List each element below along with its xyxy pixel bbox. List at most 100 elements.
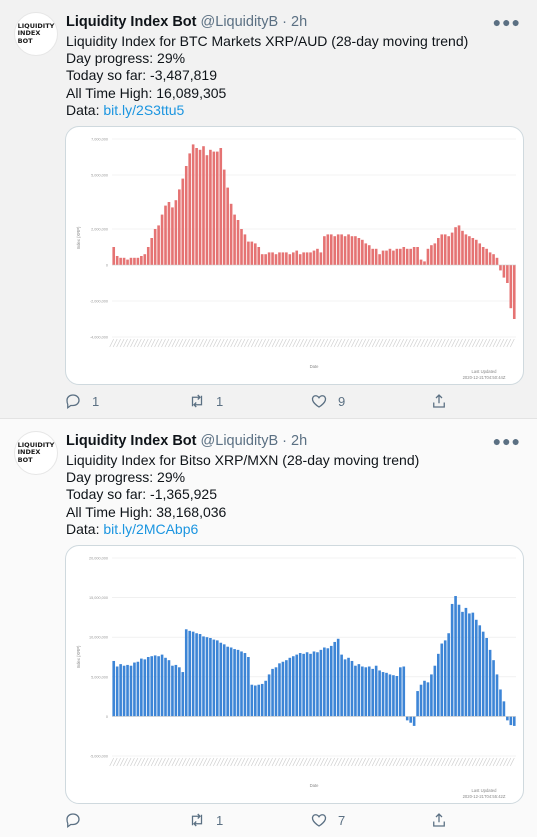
chart-bar	[153, 229, 157, 265]
chart-bar	[464, 234, 468, 265]
chart-bar	[433, 665, 437, 717]
chart-bar	[243, 234, 247, 265]
chart-bar	[381, 672, 385, 717]
chart-bar	[319, 649, 323, 717]
x-tick-label	[285, 757, 291, 767]
timestamp[interactable]: 2h	[291, 14, 308, 30]
last-updated-timestamp: 2020-12-21T04:50:44Z	[463, 375, 506, 380]
chart-bar	[367, 666, 371, 717]
share-button[interactable]	[430, 392, 448, 410]
x-tick-label	[188, 757, 194, 767]
reply-button[interactable]: 1	[64, 392, 99, 410]
chart-bar	[305, 252, 309, 265]
data-link[interactable]: bit.ly/2S3ttu5	[103, 101, 185, 118]
chart-bar	[492, 660, 495, 717]
chart-bar	[247, 657, 250, 717]
y-tick-label: 10,000,000	[89, 636, 108, 640]
chart-bar	[333, 641, 337, 717]
chart-bar	[309, 252, 312, 265]
x-tick-label	[385, 757, 391, 767]
retweet-icon	[191, 813, 203, 827]
retweet-button[interactable]: 1	[188, 392, 223, 410]
x-tick-label	[430, 338, 436, 348]
chart-bar	[364, 667, 368, 717]
chart-bar	[378, 254, 381, 265]
x-tick-label	[320, 338, 325, 348]
x-tick-label	[168, 338, 173, 348]
retweet-icon	[191, 394, 203, 408]
x-tick-label	[244, 338, 249, 348]
x-tick-label	[206, 338, 211, 348]
x-tick-label	[503, 757, 508, 767]
x-tick-label	[333, 338, 339, 348]
chart-bar	[174, 664, 178, 717]
x-tick-label	[282, 338, 287, 348]
chart-bar	[257, 684, 261, 717]
retweet-button[interactable]: 1	[188, 811, 223, 829]
author-name[interactable]: Liquidity Index Bot	[66, 433, 197, 449]
x-tick-label	[368, 338, 374, 348]
x-tick-label	[199, 757, 204, 767]
chart-bar	[298, 653, 302, 717]
chart-bar	[478, 625, 482, 717]
x-tick-label	[471, 338, 477, 348]
x-tick-label	[254, 757, 260, 767]
chart-bar	[430, 674, 433, 717]
x-tick-label	[185, 757, 191, 767]
x-tick-label	[423, 757, 429, 767]
chart-bar	[399, 248, 402, 265]
x-tick-label	[413, 757, 418, 767]
chart-bar	[291, 656, 295, 717]
avatar[interactable]: LIQUIDITY INDEX BOT	[14, 431, 58, 475]
chart-bar	[374, 248, 378, 265]
x-tick-label	[164, 338, 170, 348]
chart-bar	[468, 236, 471, 265]
chart-bar	[443, 234, 447, 265]
reply-button[interactable]	[64, 811, 92, 829]
chart-bar	[112, 660, 116, 717]
more-options-icon[interactable]: ●●●	[492, 433, 521, 449]
x-tick-label	[399, 757, 405, 767]
chart-bar	[157, 656, 160, 717]
x-tick-label	[295, 338, 301, 348]
x-tick-label	[471, 757, 477, 767]
chart-bar	[247, 241, 250, 265]
x-tick-label	[150, 338, 156, 348]
x-tick-label	[420, 338, 425, 348]
x-tick-label	[509, 757, 515, 767]
x-tick-label	[440, 338, 446, 348]
chart-bar	[502, 701, 506, 717]
tweet-text: Liquidity Index for BTC Markets XRP/AUD …	[66, 33, 468, 119]
data-link[interactable]: bit.ly/2MCAbp6	[103, 520, 199, 537]
chart-bar	[495, 674, 499, 717]
x-tick-label	[202, 757, 208, 767]
chart-bar	[302, 252, 305, 265]
x-tick-label	[240, 757, 246, 767]
timestamp[interactable]: 2h	[291, 433, 308, 449]
author-handle[interactable]: @LiquidityB	[200, 14, 279, 30]
chart-image-card[interactable]: 20,000,000 15,000,000 10,000,000 5,000,000 0…	[65, 545, 524, 804]
chart-bar	[198, 634, 202, 717]
tweet-line: Today so far: -1,365,925	[66, 486, 217, 503]
chart-bar	[184, 166, 188, 265]
chart-bar	[281, 661, 285, 717]
tweet-card[interactable]: LIQUIDITY INDEX BOT Liquidity Index Bot …	[0, 0, 537, 419]
like-button[interactable]: 9	[310, 392, 345, 410]
like-button[interactable]: 7	[310, 811, 345, 829]
data-label: Data:	[66, 101, 104, 118]
avatar[interactable]: LIQUIDITY INDEX BOT	[14, 12, 58, 56]
chart-bar	[316, 652, 319, 717]
x-tick-label	[354, 338, 360, 348]
more-options-icon[interactable]: ●●●	[492, 14, 521, 30]
chart-image-card[interactable]: 7,000,000 5,000,000 2,000,000 0 -2,000,000 -4…	[65, 126, 524, 385]
tweet-card[interactable]: LIQUIDITY INDEX BOT Liquidity Index Bot …	[0, 419, 537, 837]
chart-bar	[430, 245, 433, 265]
author-handle[interactable]: @LiquidityB	[200, 433, 279, 449]
x-tick-label	[202, 338, 208, 348]
x-tick-label	[264, 757, 270, 767]
x-tick-label	[320, 757, 325, 767]
share-button[interactable]	[430, 811, 448, 829]
author-name[interactable]: Liquidity Index Bot	[66, 14, 197, 30]
chart-bar	[440, 234, 444, 265]
x-tick-label	[185, 338, 191, 348]
